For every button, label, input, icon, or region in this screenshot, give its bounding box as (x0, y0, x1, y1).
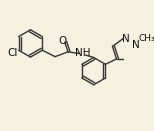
Text: NH: NH (75, 48, 91, 58)
Text: CH₃: CH₃ (138, 34, 154, 43)
Text: Cl: Cl (7, 48, 17, 58)
Text: N: N (132, 40, 139, 50)
Text: O: O (58, 36, 67, 46)
Text: N: N (122, 34, 129, 44)
